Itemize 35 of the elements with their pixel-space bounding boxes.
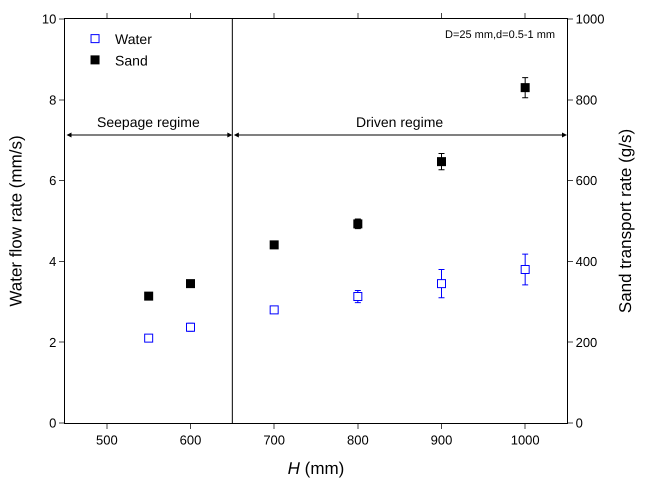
point — [520, 264, 530, 274]
point — [520, 83, 530, 92]
annotation: Driven regime — [356, 114, 444, 130]
legend-label: Water — [115, 31, 152, 48]
annotation: D=25 mm,d=0.5-1 mm — [445, 29, 556, 41]
y2-tick-label: 800 — [576, 92, 598, 108]
y-tick-label: 2 — [49, 334, 56, 350]
y2-tick-label: 600 — [576, 173, 598, 188]
legend-label: Sand — [115, 52, 148, 68]
y2-tick-label: 200 — [576, 334, 598, 350]
y-tick-label: 6 — [49, 173, 56, 188]
point — [270, 240, 279, 250]
y2-tick-label: 0 — [576, 416, 583, 431]
x-axis-title: H (mm) — [288, 459, 344, 478]
y-axis-title: Water flow rate (mm/s) — [6, 135, 26, 307]
x-tick-label: 900 — [430, 432, 452, 448]
point — [270, 305, 279, 314]
x-tick-label: 1000 — [510, 432, 540, 448]
point — [437, 157, 446, 166]
point — [144, 334, 154, 343]
y-tick-label: 8 — [49, 92, 56, 108]
y-tick-label: 4 — [49, 254, 56, 269]
x-tick-label: 500 — [96, 432, 118, 448]
point — [144, 292, 154, 301]
annotation: Seepage regime — [97, 114, 200, 130]
y2-axis-title: Sand transport rate (g/s) — [616, 128, 635, 314]
y-tick-label: 0 — [49, 416, 56, 431]
point — [186, 279, 195, 288]
x-tick-label: 800 — [346, 432, 369, 448]
x-tick-label: 700 — [263, 432, 286, 448]
point — [437, 279, 446, 288]
y-tick-label: 10 — [42, 12, 56, 27]
y2-tick-label: 400 — [576, 254, 598, 269]
x-tick-label: 600 — [180, 432, 202, 448]
y2-tick-label: 1000 — [576, 12, 605, 27]
